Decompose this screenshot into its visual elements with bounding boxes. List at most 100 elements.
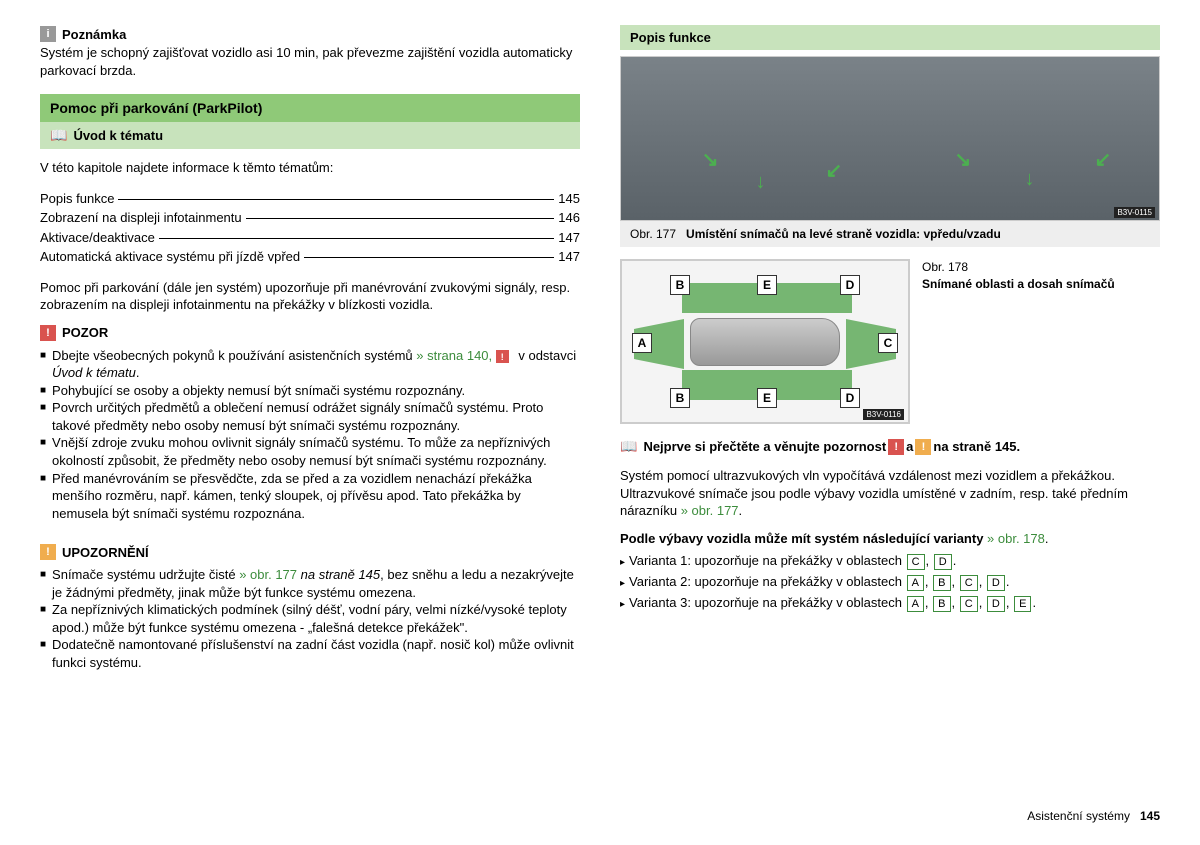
upoz-label: ! UPOZORNĚNÍ (40, 544, 149, 560)
toc-label: Popis funkce (40, 189, 114, 209)
bullet-item: ■Povrch určitých předmětů a oblečení nem… (40, 399, 580, 434)
inline-link[interactable]: » obr. 177 (239, 567, 300, 582)
toc-row[interactable]: Aktivace/deaktivace 147 (40, 228, 580, 248)
toc-intro: V této kapitole najdete informace k těmt… (40, 159, 580, 177)
warning-icon: ! (888, 439, 904, 455)
subsection-intro: 📖 Úvod k tématu (40, 122, 580, 149)
variant-row: ▸Varianta 1: upozorňuje na překážky v ob… (620, 551, 1160, 572)
area-label: E (1014, 596, 1031, 612)
label-b2: B (670, 388, 690, 408)
variant-row: ▸Varianta 3: upozorňuje na překážky v ob… (620, 593, 1160, 614)
book-icon: 📖 (620, 438, 637, 455)
bullet-item: ■Vnější zdroje zvuku mohou ovlivnit sign… (40, 434, 580, 469)
note-text: Systém je schopný zajišťovat vozidlo asi… (40, 44, 580, 79)
read-first-tail: na straně 145. (933, 439, 1020, 454)
page-footer: Asistenční systémy 145 (1027, 809, 1160, 823)
bullet-text: Před manévrováním se přesvědčte, zda se … (52, 470, 580, 523)
toc-row[interactable]: Popis funkce 145 (40, 189, 580, 209)
area-label: A (907, 596, 924, 612)
area-label: D (934, 554, 952, 570)
bullet-icon: ■ (40, 384, 46, 402)
variants-link[interactable]: » obr. 178 (987, 531, 1045, 546)
toc-label: Zobrazení na displeji infotainmentu (40, 208, 242, 228)
triangle-icon: ▸ (620, 578, 625, 589)
book-icon: 📖 (50, 127, 67, 144)
inline-link[interactable]: » strana 140, (416, 348, 496, 363)
sensor-arrow-icon: ↓ (756, 171, 766, 194)
triangle-icon: ▸ (620, 599, 625, 610)
toc-page: 145 (558, 189, 580, 209)
bullet-item: ■Snímače systému udržujte čisté » obr. 1… (40, 566, 580, 601)
toc-row[interactable]: Zobrazení na displeji infotainmentu 146 (40, 208, 580, 228)
pozor-label: ! POZOR (40, 325, 108, 341)
label-d2: D (840, 388, 860, 408)
bullet-icon: ■ (40, 472, 46, 525)
read-first-and: a (906, 439, 913, 454)
area-label: D (987, 596, 1005, 612)
toc-page: 147 (558, 228, 580, 248)
sensor-diagram: B E D A C B E D B3V-0116 (620, 259, 910, 424)
car-top-icon (690, 318, 840, 366)
read-first-text: Nejprve si přečtěte a věnujte pozornost (643, 439, 886, 454)
warning-icon: ! (496, 350, 509, 363)
toc-page: 146 (558, 208, 580, 228)
upoz-list: ■Snímače systému udržujte čisté » obr. 1… (40, 566, 580, 671)
bullet-item: ■Za nepříznivých klimatických podmínek (… (40, 601, 580, 636)
bullet-item: ■Před manévrováním se přesvědčte, zda se… (40, 470, 580, 523)
sensor-arrow-icon: ↘ (702, 147, 719, 172)
area-label: B (933, 575, 950, 591)
bullet-text: Za nepříznivých klimatických podmínek (s… (52, 601, 580, 636)
label-c: C (878, 333, 898, 353)
figure-177: ↘ ↓ ↙ ↘ ↓ ↙ B3V-0115 Obr. 177 Umístění s… (620, 56, 1160, 247)
fig177-caption: Obr. 177 Umístění snímačů na levé straně… (620, 221, 1160, 247)
bullet-text: Pohybující se osoby a objekty nemusí být… (52, 382, 465, 400)
right-column: Popis funkce ↘ ↓ ↙ ↘ ↓ ↙ B3V-0115 Obr. 1… (620, 25, 1160, 820)
pozor-list: ■Dbejte všeobecných pokynů k používání a… (40, 347, 580, 522)
toc-row[interactable]: Automatická aktivace systému při jízdě v… (40, 247, 580, 267)
toc-page: 147 (558, 247, 580, 267)
note-heading: Poznámka (62, 27, 126, 42)
variants-intro-text: Podle výbavy vozidla může mít systém nás… (620, 531, 987, 546)
note-label: i Poznámka (40, 26, 126, 42)
bullet-item: ■Dodatečně namontované příslušenství na … (40, 636, 580, 671)
toc-dots (118, 199, 554, 200)
image-code: B3V-0116 (863, 409, 904, 420)
image-code: B3V-0115 (1114, 207, 1155, 218)
pozor-heading: POZOR (62, 325, 108, 340)
bullet-icon: ■ (40, 568, 46, 603)
desc-link[interactable]: » obr. 177 (681, 503, 739, 518)
fig178-caption: Obr. 178 Snímané oblasti a dosah snímačů (922, 259, 1115, 293)
caution-icon: ! (915, 439, 931, 455)
sensor-arrow-icon: ↓ (1025, 168, 1035, 191)
bullet-icon: ■ (40, 436, 46, 471)
footer-page-number: 145 (1140, 809, 1160, 823)
area-label: C (960, 596, 978, 612)
label-e: E (757, 275, 777, 295)
bullet-text: Dodatečně namontované příslušenství na z… (52, 636, 580, 671)
area-label: B (933, 596, 950, 612)
bullet-icon: ■ (40, 603, 46, 638)
label-b: B (670, 275, 690, 295)
toc-label: Aktivace/deaktivace (40, 228, 155, 248)
fig-number: Obr. 177 (630, 227, 676, 241)
area-label: C (960, 575, 978, 591)
bullet-text: Snímače systému udržujte čisté » obr. 17… (52, 566, 580, 601)
sensor-arrow-icon: ↘ (955, 147, 972, 172)
bullet-text: Vnější zdroje zvuku mohou ovlivnit signá… (52, 434, 580, 469)
left-column: i Poznámka Systém je schopný zajišťovat … (40, 25, 580, 820)
variant-row: ▸Varianta 2: upozorňuje na překážky v ob… (620, 572, 1160, 593)
bullet-text: Povrch určitých předmětů a oblečení nemu… (52, 399, 580, 434)
label-a: A (632, 333, 652, 353)
area-label: D (987, 575, 1005, 591)
sensor-arrow-icon: ↙ (1094, 147, 1111, 172)
fig-number: Obr. 178 (922, 260, 968, 274)
fig-caption-text: Snímané oblasti a dosah snímačů (922, 277, 1115, 291)
car-sensors-photo: ↘ ↓ ↙ ↘ ↓ ↙ B3V-0115 (620, 56, 1160, 221)
sensor-arrow-icon: ↙ (825, 158, 842, 183)
variants-intro: Podle výbavy vozidla může mít systém nás… (620, 530, 1160, 548)
footer-section: Asistenční systémy (1027, 809, 1130, 823)
label-d: D (840, 275, 860, 295)
section-popis: Popis funkce (620, 25, 1160, 50)
subsection-title: Úvod k tématu (73, 128, 163, 143)
upoz-heading: UPOZORNĚNÍ (62, 545, 149, 560)
